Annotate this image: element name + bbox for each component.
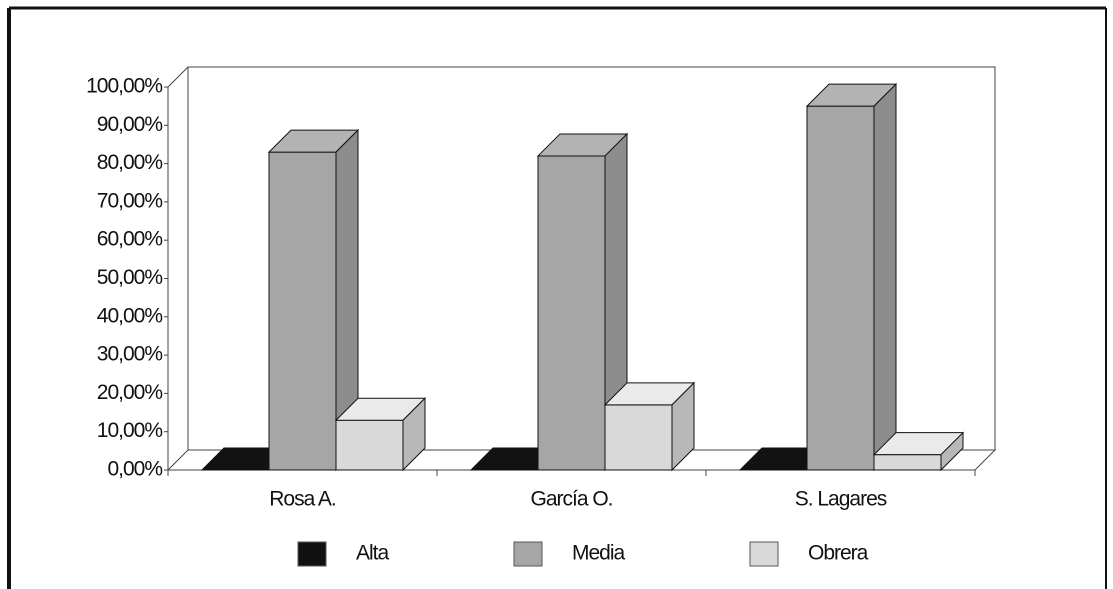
y-tick-label: 30,00% [97, 343, 163, 366]
y-tick-label: 20,00% [97, 381, 163, 404]
y-tick-label: 90,00% [97, 113, 163, 136]
legend-label: Media [572, 542, 626, 565]
bar [806, 105, 875, 471]
bar-side [402, 397, 426, 472]
y-tick-label: 40,00% [97, 304, 163, 327]
legend-swatch [513, 541, 543, 567]
bar [268, 151, 337, 471]
y-tick-label: 60,00% [97, 228, 163, 251]
legend-swatch [297, 541, 327, 567]
legend-swatch [749, 541, 779, 567]
x-tick-label: S. Lagares [795, 488, 887, 511]
legend-label: Alta [356, 542, 390, 565]
bar-side [671, 381, 695, 472]
legend-label: Obrera [808, 542, 869, 565]
bar [604, 404, 673, 471]
y-tick-label: 10,00% [97, 419, 163, 442]
bar-side [940, 431, 964, 472]
bar [873, 454, 942, 471]
y-axis-depth [167, 66, 189, 88]
y-tick-label: 80,00% [97, 151, 163, 174]
y-tick-label: 50,00% [97, 266, 163, 289]
y-tick-label: 70,00% [97, 189, 163, 212]
bar-side [873, 82, 897, 472]
bar [537, 155, 606, 471]
x-tick-label: García O. [530, 488, 612, 511]
y-tick-label: 0,00% [107, 458, 162, 481]
x-tick-label: Rosa A. [269, 488, 336, 511]
y-tick-label: 100,00% [86, 75, 162, 98]
bar [335, 419, 404, 471]
